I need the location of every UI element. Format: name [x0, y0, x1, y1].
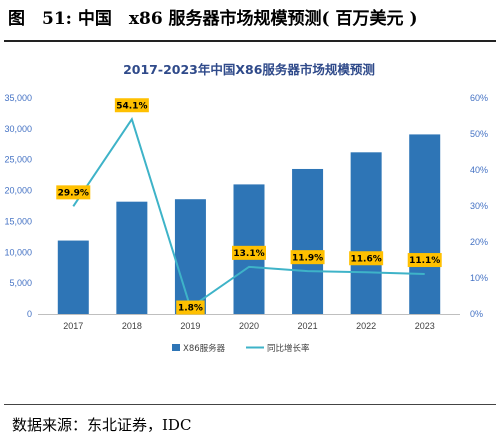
data-label-text: 11.9% — [292, 253, 323, 263]
legend-bar-swatch — [172, 344, 180, 351]
x-tick-label: 2019 — [180, 321, 200, 331]
x-tick-label: 2022 — [356, 321, 376, 331]
legend: X86服务器 同比增长率 — [172, 343, 310, 354]
data-labels: 29.9% 54.1% 1.8% 13.1% 11.9% 11.6% 11.1% — [56, 98, 442, 315]
x-tick-label: 2021 — [298, 321, 318, 331]
right-tick-label: 20% — [470, 237, 488, 247]
data-label-text: 11.6% — [351, 254, 382, 264]
growth-line — [72, 116, 425, 310]
right-tick-label: 10% — [470, 273, 488, 283]
left-tick-label: 25,000 — [4, 155, 32, 165]
data-label-box — [290, 250, 325, 265]
legend-line-label: 同比增长率 — [267, 343, 310, 354]
right-axis: 0% 10% 20% 30% 40% 50% 60% — [470, 93, 488, 319]
data-label: 11.6% — [349, 251, 384, 266]
bar — [57, 240, 89, 314]
data-label-text: 11.1% — [409, 256, 440, 266]
title-rule — [4, 40, 496, 42]
data-label-box — [349, 251, 384, 266]
data-label-text: 54.1% — [116, 101, 147, 111]
left-tick-label: 5,000 — [9, 278, 32, 288]
data-label-box — [114, 98, 149, 113]
data-label: 1.8% — [176, 300, 205, 315]
legend-item-line: 同比增长率 — [246, 343, 310, 354]
left-tick-label: 35,000 — [4, 93, 32, 103]
data-label-text: 1.8% — [178, 304, 203, 314]
left-tick-label: 0 — [27, 309, 32, 319]
right-tick-label: 40% — [470, 165, 488, 175]
chart: 2017-2023年中国X86服务器市场规模预测 0 5,000 10,000 15,… — [4, 62, 488, 354]
right-tick-label: 60% — [470, 93, 488, 103]
data-label-box — [176, 300, 205, 315]
left-tick-label: 15,000 — [4, 216, 32, 226]
data-label: 54.1% — [114, 98, 149, 113]
x-axis: 2017 2018 2019 2020 2021 2022 2023 — [38, 314, 460, 331]
data-label: 11.9% — [290, 250, 325, 265]
source-note: 数据来源：东北证券，IDC — [12, 416, 192, 434]
legend-bar-label: X86服务器 — [183, 343, 226, 354]
data-label: 29.9% — [56, 185, 91, 200]
left-axis: 0 5,000 10,000 15,000 20,000 25,000 30,000 35,0… — [4, 93, 32, 319]
left-tick-label: 10,000 — [4, 247, 32, 257]
left-tick-label: 20,000 — [4, 186, 32, 196]
bar — [116, 201, 148, 314]
right-tick-label: 0% — [470, 309, 483, 319]
legend-item-bars: X86服务器 — [172, 343, 226, 354]
data-label: 13.1% — [232, 245, 266, 260]
data-label-text: 29.9% — [58, 189, 89, 199]
data-label-box — [56, 185, 91, 200]
data-label-box — [232, 245, 266, 260]
bar — [409, 134, 441, 314]
right-tick-label: 30% — [470, 201, 488, 211]
bar — [350, 152, 382, 314]
right-tick-label: 50% — [470, 129, 488, 139]
chart-title: 2017-2023年中国X86服务器市场规模预测 — [123, 62, 375, 77]
x-tick-label: 2017 — [63, 321, 83, 331]
source-rule — [4, 404, 496, 405]
bar-series — [57, 134, 441, 314]
x-tick-label: 2023 — [415, 321, 435, 331]
bar — [292, 168, 324, 314]
left-tick-label: 30,000 — [4, 124, 32, 134]
data-label: 11.1% — [407, 253, 442, 268]
line-series — [72, 116, 425, 310]
data-label-text: 13.1% — [233, 249, 264, 259]
data-label-box — [407, 253, 442, 268]
x-tick-label: 2018 — [122, 321, 142, 331]
x-tick-label: 2020 — [239, 321, 259, 331]
bar — [174, 199, 206, 314]
figure-title: 图 51: 中国 x86 服务器市场规模预测( 百万美元 ) — [8, 9, 418, 29]
